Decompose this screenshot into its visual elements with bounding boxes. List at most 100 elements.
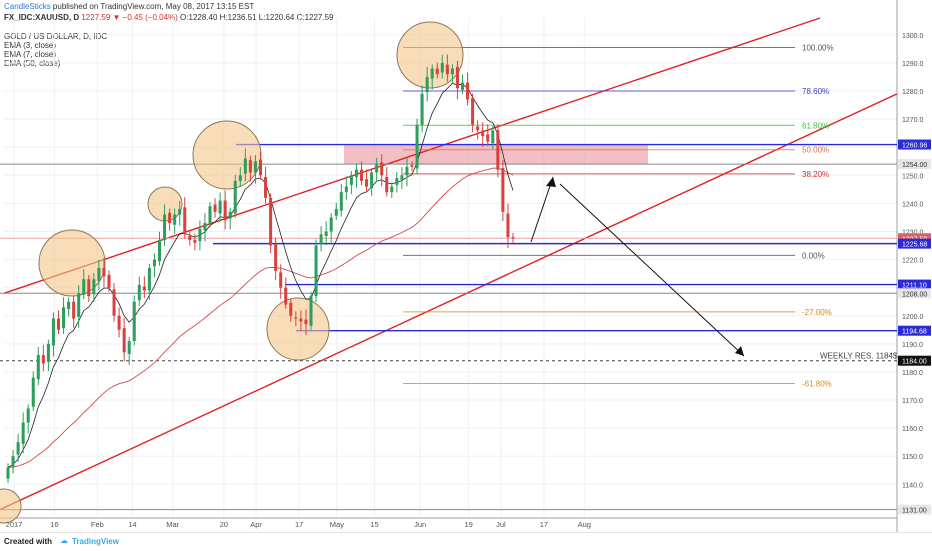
candle-body: [314, 245, 318, 297]
price-label-bg: [898, 238, 931, 249]
candle-body: [213, 204, 217, 212]
tradingview-brand[interactable]: TradingView: [72, 537, 119, 546]
indicator-ema3[interactable]: EMA (3, close): [4, 41, 57, 50]
candle-body: [415, 124, 419, 169]
candle-body: [299, 318, 303, 322]
candle-body: [112, 289, 116, 316]
candle-body: [193, 239, 197, 243]
time-label: Jul: [496, 520, 506, 529]
candle-body: [491, 130, 495, 144]
symbol: FX_IDC:XAUUSD, D: [4, 13, 80, 22]
candle-body: [430, 68, 434, 79]
highlight-circle: [396, 21, 464, 89]
fib-label: 38.20%: [802, 170, 829, 179]
candle-body: [173, 214, 177, 225]
chart-header: CandleSticks published on TradingView.co…: [0, 0, 932, 70]
candle-body: [309, 296, 313, 326]
horizontal-levels: WEEKLY RES. 1184$: [0, 143, 898, 511]
price-label: 1200.0: [902, 314, 924, 321]
candle-body: [243, 158, 247, 174]
price-label: 1150.0: [902, 454, 923, 461]
candle-body: [107, 274, 111, 288]
candle-body: [344, 186, 348, 193]
time-label: 15: [370, 520, 378, 529]
price-label-bg: [898, 139, 931, 150]
price-label: 1160.0: [902, 426, 923, 433]
price-label: 1220.0: [902, 258, 924, 265]
price-label-bg: [898, 325, 931, 336]
fib-label: -61.80%: [802, 379, 832, 388]
candle-body: [21, 422, 25, 444]
candle-body: [466, 82, 470, 100]
candle-body: [445, 64, 449, 75]
candle-body: [354, 169, 358, 177]
indicator-ema7[interactable]: EMA (7, close): [4, 50, 57, 59]
candle-body: [390, 186, 394, 193]
projection-arrows: [530, 176, 745, 357]
candle-body: [511, 237, 515, 239]
price-label-bg: [898, 504, 931, 515]
highlight-circle: [266, 297, 330, 361]
created-with-text: Created with: [4, 537, 53, 546]
price-label: 1131.00: [902, 508, 927, 515]
candle-body: [16, 442, 20, 455]
candle-body: [365, 179, 369, 187]
publish-line: CandleSticks published on TradingView.co…: [4, 2, 254, 11]
candle-body: [36, 355, 40, 380]
candles: [6, 54, 515, 483]
candle-body: [198, 228, 202, 242]
price-label: 1280.0: [902, 89, 924, 96]
candle-body: [188, 235, 192, 240]
time-label: Apr: [250, 520, 262, 529]
candle-body: [137, 284, 141, 301]
candle-body: [142, 286, 146, 291]
candle-body: [82, 279, 86, 295]
price-chart[interactable]: 100.00% 78.60% 61.80% 50.00% 38.20% 0.00% -27.…: [0, 0, 932, 532]
price-change: ▼ −0.45 (−0.04%): [112, 13, 178, 22]
price-label: 1240.0: [902, 201, 924, 208]
candle-body: [501, 168, 505, 212]
candle-body: [375, 164, 379, 173]
candle-body: [420, 93, 424, 125]
price-label: 1190.0: [902, 342, 923, 349]
candle-body: [506, 213, 510, 238]
candle-body: [87, 279, 91, 297]
candle-body: [203, 223, 207, 231]
highlight-circles: [0, 21, 464, 524]
candle-body: [450, 68, 454, 75]
author-link[interactable]: CandleSticks: [4, 2, 51, 11]
candle-body: [425, 76, 429, 93]
price-label: 1194.68: [902, 329, 927, 336]
candle-body: [72, 301, 76, 319]
candle-body: [178, 209, 182, 215]
candle-body: [11, 456, 15, 468]
candle-body: [471, 97, 475, 125]
candle-body: [97, 268, 101, 281]
indicator-ema50[interactable]: EMA (50, close): [4, 59, 61, 68]
time-axis: 2017 16 Feb 14 Mar 20 Apr 17 May 15 Jun 19 Jul 17 Aug: [6, 520, 591, 529]
down-arrow-line: [559, 183, 745, 357]
candle-body: [334, 209, 338, 216]
price-label: 1184.00: [902, 359, 927, 366]
candle-body: [395, 178, 399, 185]
candle-body: [253, 161, 257, 173]
time-label: May: [330, 520, 344, 529]
candle-body: [410, 165, 414, 167]
candle-body: [62, 307, 66, 329]
candle-body: [486, 134, 490, 142]
highlight-circle: [0, 488, 22, 524]
time-label: 20: [220, 520, 228, 529]
price-label: 1230.0: [902, 229, 924, 236]
resistance-zone: [344, 144, 648, 165]
price-label: 1260.96: [902, 143, 927, 150]
time-label: 17: [295, 520, 303, 529]
candle-body: [349, 175, 353, 185]
price-label: 1170.0: [902, 398, 923, 405]
up-arrow-line: [530, 176, 554, 243]
candle-body: [228, 211, 232, 219]
price-label-bg: [898, 233, 931, 244]
price-label: 1290.0: [902, 61, 924, 68]
candle-body: [476, 126, 480, 131]
candle-body: [460, 82, 465, 90]
candle-body: [405, 166, 409, 176]
